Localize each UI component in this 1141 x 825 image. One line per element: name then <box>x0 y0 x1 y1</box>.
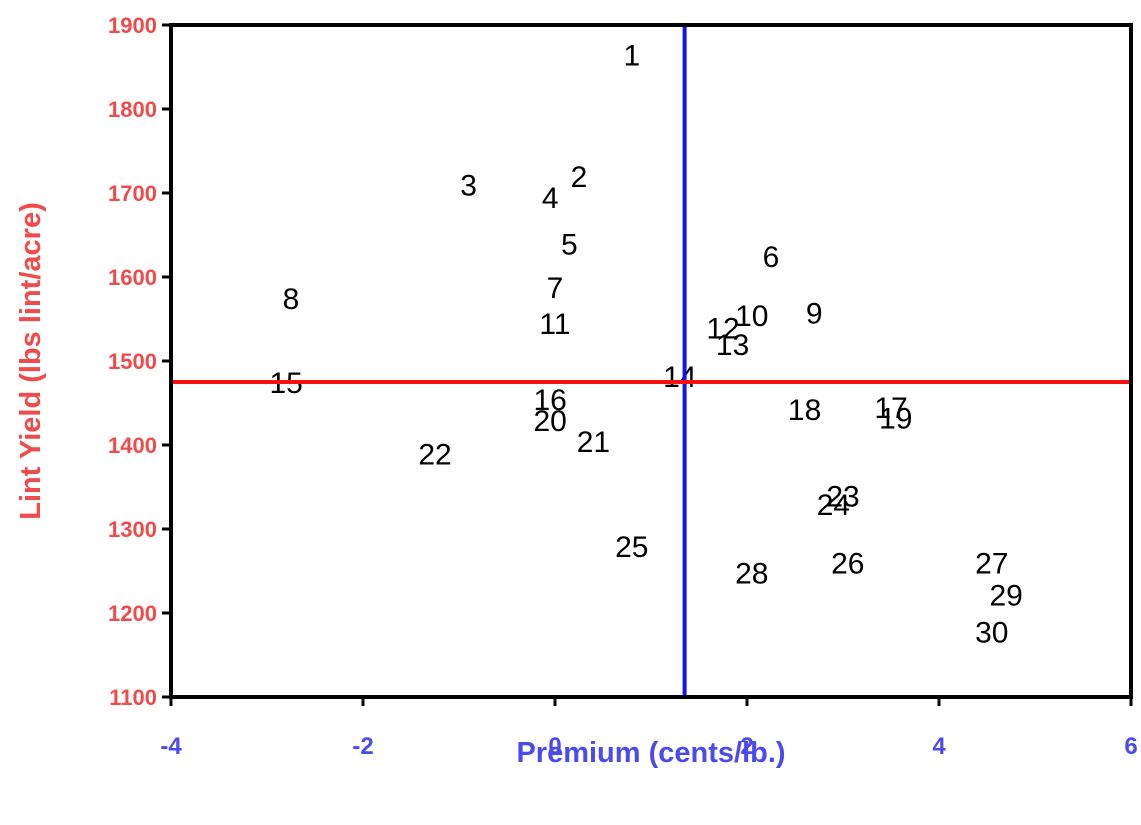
data-point-label: 12 <box>706 312 739 345</box>
x-tick-label: 0 <box>548 733 561 760</box>
data-point-label: 2 <box>571 161 588 194</box>
y-axis-title: Lint Yield (lbs lint/acre) <box>15 202 47 519</box>
y-tick-label: 1900 <box>108 13 157 38</box>
data-point-label: 30 <box>975 616 1008 649</box>
data-point-label: 27 <box>975 548 1008 581</box>
data-point-label: 24 <box>817 489 850 522</box>
x-tick-label: -4 <box>160 733 182 760</box>
plot-frame <box>169 23 1133 699</box>
data-point-label: 5 <box>561 228 578 261</box>
data-point-label: 20 <box>534 405 567 438</box>
data-point-label: 23 <box>826 480 859 513</box>
data-point-label: 3 <box>460 170 477 203</box>
y-tick-label: 1200 <box>108 601 157 626</box>
data-point-label: 25 <box>615 531 648 564</box>
reference-lines <box>171 25 1131 697</box>
x-tick-label: 2 <box>740 733 753 760</box>
y-tick-label: 1700 <box>108 181 157 206</box>
data-point-label: 19 <box>879 402 912 435</box>
data-point-label: 14 <box>663 361 696 394</box>
data-point-label: 18 <box>788 394 821 427</box>
x-tick-label: -2 <box>352 733 373 760</box>
data-point-label: 29 <box>990 580 1023 613</box>
data-point-label: 28 <box>735 558 768 591</box>
data-point-label: 8 <box>283 283 300 316</box>
x-axis-ticks: -4 -2 0 2 4 6 <box>160 697 1138 760</box>
x-axis-title: Premium (cents/lb.) <box>516 737 785 769</box>
data-point-label: 10 <box>735 300 768 333</box>
y-tick-label: 1300 <box>108 517 157 542</box>
data-point-label: 4 <box>542 182 559 215</box>
x-tick-label: 4 <box>932 733 946 760</box>
data-point-label: 16 <box>534 384 567 417</box>
data-point-label: 17 <box>874 392 907 425</box>
data-point-label: 9 <box>806 297 823 330</box>
y-tick-label: 1400 <box>108 433 157 458</box>
data-point-label: 26 <box>831 548 864 581</box>
y-tick-label: 1100 <box>109 685 157 710</box>
y-axis-ticks: 1900 1800 1700 1600 1500 1400 1300 1200 1100 <box>108 13 171 710</box>
data-point-label: 21 <box>577 426 610 459</box>
y-tick-label: 1800 <box>108 97 157 122</box>
data-point-label: 6 <box>763 241 780 274</box>
y-tick-label: 1500 <box>108 349 157 374</box>
data-point-label: 11 <box>539 308 570 341</box>
x-tick-label: 6 <box>1124 733 1137 760</box>
data-point-label: 1 <box>623 39 640 72</box>
data-point-label: 7 <box>547 272 564 305</box>
data-point-label: 22 <box>418 438 451 471</box>
y-tick-label: 1600 <box>108 265 157 290</box>
data-point-label: 13 <box>716 329 749 362</box>
